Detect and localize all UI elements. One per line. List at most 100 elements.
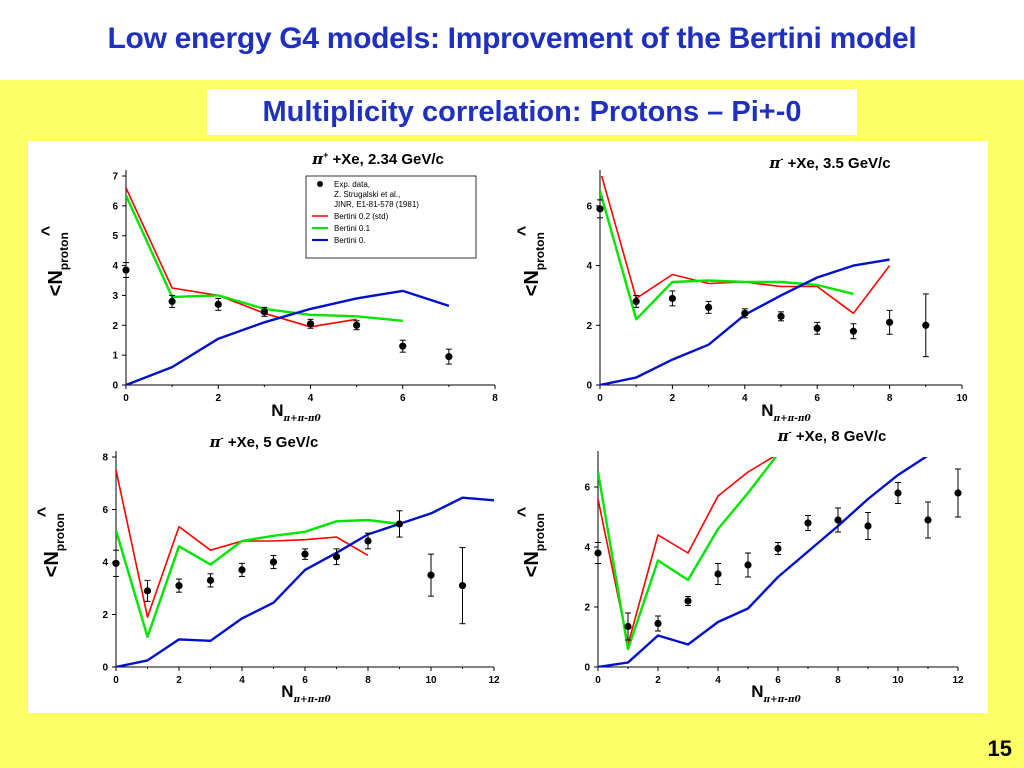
x-tick-label: 10 [425, 675, 437, 686]
data-point [238, 566, 246, 574]
data-point [894, 489, 902, 497]
data-point [260, 308, 268, 316]
x-tick-label: 6 [400, 393, 406, 404]
curves-group [600, 176, 891, 385]
y-tick-label: 5 [112, 231, 118, 242]
legend-box [305, 175, 477, 259]
y-axis-label: <Nproton^ [514, 506, 547, 577]
data-point [214, 300, 222, 308]
data-point [427, 571, 435, 579]
x-tick-label: 4 [239, 675, 245, 686]
x-tick-label: 0 [595, 675, 601, 686]
data-point [269, 558, 278, 566]
x-tick-label: 4 [715, 675, 721, 686]
x-tick-label: 0 [123, 393, 129, 404]
data-point [849, 327, 857, 335]
series-line-bertini-0-1 [600, 190, 854, 321]
data-point [353, 321, 361, 329]
data-point [654, 619, 662, 628]
x-axis-label: Nπ+π-π0 [271, 401, 321, 424]
chart-panel-pi-plus-xe-2-34: 0 2 4 6 8 0 1 2 3 4 5 6 7 π+ +Xe, 2.34 GeV/c <Nproton^… [38, 150, 498, 424]
series-line-bertini-0-2-std [116, 469, 369, 618]
x-axis-label: Nπ+π-π0 [761, 401, 811, 424]
legend-label: Exp. data, [334, 180, 370, 189]
series-line-bertini-0-1 [116, 518, 400, 638]
y-tick-label: 1 [112, 351, 118, 362]
data-point [922, 321, 930, 329]
y-tick-label: 2 [112, 321, 118, 332]
series-line-bertini-0 [116, 496, 494, 667]
x-tick-label: 4 [742, 393, 748, 404]
y-tick-label: 4 [586, 261, 592, 272]
y-tick-label: 0 [102, 663, 108, 674]
y-tick-label: 6 [584, 483, 590, 494]
series-line-bertini-0-1 [598, 457, 778, 651]
data-point [175, 582, 183, 590]
data-point [774, 544, 782, 553]
data-point [804, 519, 812, 527]
chart-panel-pi-minus-xe-5: 0 2 4 6 8 10 12 0 2 4 6 8 π- +Xe, 5 GeV/c <Nproton^ Nπ… [34, 433, 500, 705]
data-point [714, 570, 722, 578]
legend-label: Bertini 0. [334, 236, 366, 245]
data-point [684, 597, 692, 605]
x-tick-label: 8 [887, 393, 893, 404]
data-point [594, 549, 602, 557]
data-point [744, 561, 752, 569]
data-point [632, 297, 640, 305]
legend-label: Bertini 0.1 [334, 224, 371, 233]
x-tick-label: 10 [892, 675, 904, 686]
x-tick-label: 8 [365, 675, 371, 686]
data-point [668, 294, 676, 303]
data-point [813, 324, 821, 332]
panel-title: π- +Xe, 8 GeV/c [777, 427, 887, 445]
y-tick-label: 0 [586, 381, 592, 392]
data-point [458, 582, 467, 590]
data-point [364, 537, 372, 545]
x-tick-label: 4 [308, 393, 314, 404]
panel-title: π- +Xe, 5 GeV/c [209, 433, 319, 451]
y-tick-label: 3 [112, 291, 118, 302]
x-axis-label: Nπ+π-π0 [751, 682, 801, 705]
x-tick-label: 6 [814, 393, 820, 404]
data-point [301, 550, 309, 558]
data-point [954, 489, 962, 497]
series-line-bertini-0 [598, 457, 928, 667]
slide-title: Low energy G4 models: Improvement of the… [0, 0, 1024, 80]
panel-title: π- +Xe, 3.5 GeV/c [768, 154, 890, 172]
y-axis-label: <Nproton^ [38, 225, 71, 296]
x-axis-label: Nπ+π-π0 [281, 682, 331, 705]
data-point [399, 342, 407, 350]
x-tick-label: 2 [655, 675, 661, 686]
curves-group [116, 469, 494, 667]
legend-label: Z. Strugalski et al., [334, 190, 400, 199]
y-tick-label: 4 [584, 543, 590, 554]
y-tick-label: 2 [102, 610, 108, 621]
chart-panel-pi-minus-xe-3-5: 0 2 4 6 8 10 0 2 4 6 π- +Xe, 3.5 GeV/c <Nproton^ Nπ+… [514, 154, 968, 424]
y-tick-label: 7 [112, 172, 118, 183]
series-line-bertini-0 [126, 289, 450, 385]
x-tick-label: 8 [835, 675, 841, 686]
y-tick-label: 8 [102, 453, 108, 464]
x-tick-label: 10 [956, 393, 968, 404]
data-point [122, 266, 130, 274]
data-point [924, 516, 932, 524]
y-tick-label: 0 [584, 663, 590, 674]
series-line-bertini-0 [600, 258, 890, 385]
figure-area: 0 2 4 6 8 0 1 2 3 4 5 6 7 π+ +Xe, 2.34 GeV/c <Nproton^… [28, 141, 988, 713]
x-tick-label: 6 [302, 675, 308, 686]
legend: Exp. data,Z. Strugalski et al.,JINR, E1-… [305, 175, 477, 259]
x-tick-label: 12 [488, 675, 500, 686]
page-number: 15 [987, 736, 1012, 761]
data-point [705, 303, 713, 311]
series-line-bertini-0-2-std [126, 187, 357, 328]
x-tick-label: 12 [952, 675, 964, 686]
x-tick-label: 2 [176, 675, 182, 686]
data-point [206, 576, 215, 584]
y-tick-label: 2 [586, 321, 592, 332]
legend-label: JINR, E1-81-578 (1981) [334, 200, 419, 209]
data-point [168, 297, 176, 305]
legend-marker-exp-data [317, 181, 323, 187]
data-point [777, 312, 785, 320]
data-point [624, 622, 632, 631]
curves-group [598, 457, 928, 667]
